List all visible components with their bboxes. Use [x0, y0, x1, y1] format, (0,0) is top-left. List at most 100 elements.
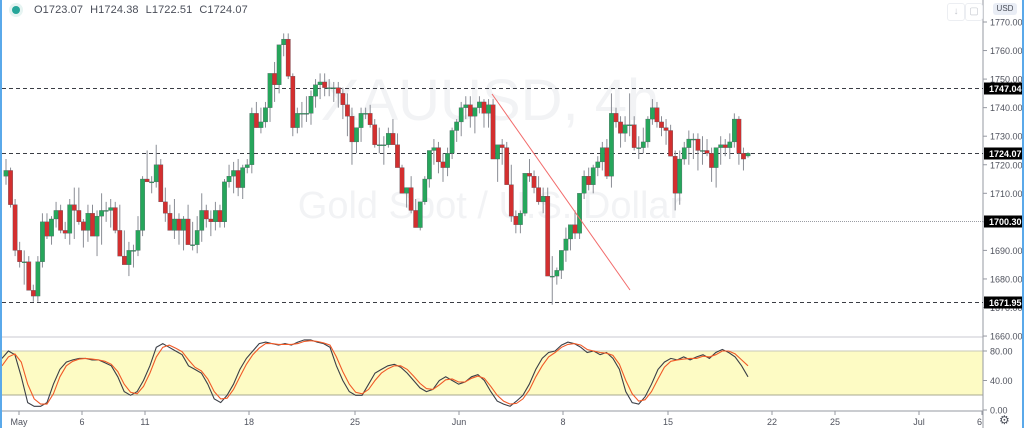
- candle-down: [436, 147, 441, 163]
- candle-up: [622, 124, 628, 134]
- candle-up: [354, 127, 359, 143]
- candle-down: [349, 116, 355, 143]
- candle-down: [668, 130, 673, 157]
- candle-down: [618, 121, 623, 134]
- price-tick-label: 1720.00: [990, 160, 1023, 170]
- fullscreen-icon: ▢: [969, 6, 979, 17]
- candle-down: [340, 93, 346, 105]
- candle-up: [126, 250, 132, 265]
- price-tick-label: 1760.00: [990, 46, 1023, 56]
- candle-down: [654, 107, 660, 123]
- price-tick-label: 1680.00: [990, 274, 1023, 284]
- candle-down: [235, 170, 241, 188]
- window-right-border: [1022, 0, 1024, 428]
- stochastic-lines: [1, 339, 749, 407]
- candle-down: [467, 104, 473, 117]
- candle-down: [272, 73, 277, 85]
- candle-up: [85, 213, 91, 231]
- candle-up: [317, 81, 323, 85]
- stoch-tick-label: 0.00: [990, 406, 1008, 416]
- candle-up: [577, 193, 582, 234]
- stochastic-k-line: [1, 339, 749, 407]
- time-tick-label: Jul: [913, 417, 925, 427]
- candle-up: [103, 210, 109, 212]
- candlestick-series: [3, 33, 751, 305]
- price-level-label: 1724.07: [989, 149, 1022, 159]
- candle-up: [463, 104, 469, 108]
- ohlc-legend: O1723.07 H1724.38 L1722.51 C1724.07: [12, 4, 255, 16]
- candle-down: [44, 221, 50, 237]
- trendline[interactable]: [491, 93, 631, 291]
- candle-down: [545, 196, 551, 277]
- candle-up: [727, 141, 733, 148]
- candle-down: [290, 76, 296, 128]
- candle-down: [408, 187, 414, 211]
- candle-down: [531, 176, 537, 188]
- candle-up: [313, 84, 318, 97]
- candle-down: [71, 204, 77, 211]
- candle-down: [217, 210, 223, 222]
- gear-icon: ⚙: [999, 413, 1010, 427]
- candle-up: [477, 101, 482, 108]
- candle-up: [636, 147, 642, 149]
- candle-up: [381, 144, 387, 146]
- time-tick-label: 18: [244, 417, 254, 427]
- candle-up: [595, 161, 601, 168]
- candle-down: [399, 167, 405, 194]
- candle-up: [199, 210, 205, 231]
- candle-down: [122, 255, 127, 265]
- price-level-label: 1700.30: [989, 217, 1022, 227]
- candle-up: [518, 213, 523, 225]
- time-tick-label: Jun: [452, 417, 467, 427]
- scroll-down-button[interactable]: ↓: [947, 3, 965, 21]
- time-scale[interactable]: May 6 11 18 25 Jun 8 15 22 25 Jul 6: [10, 411, 983, 427]
- price-tick-label: 1710.00: [990, 189, 1023, 199]
- candle-up: [386, 133, 391, 145]
- stochastic-overbought-oversold-band: [2, 351, 983, 395]
- candle-up: [108, 207, 114, 211]
- currency-label[interactable]: USD: [993, 3, 1017, 15]
- time-tick-label: 11: [140, 417, 149, 427]
- price-level-labels: 1747.04 1724.07 1700.30 1671.95: [984, 82, 1022, 309]
- candle-up: [35, 261, 41, 297]
- symbol-watermark: XAUUSD, 4h Gold Spot / U.S. Dollar: [298, 68, 683, 227]
- arrow-down-icon: ↓: [953, 6, 959, 17]
- candle-up: [153, 164, 159, 183]
- candle-up: [294, 113, 300, 128]
- chart-settings-button[interactable]: ⚙: [999, 413, 1010, 427]
- candle-up: [149, 181, 155, 184]
- candle-down: [672, 156, 678, 194]
- candle-up: [267, 73, 273, 108]
- candle-down: [413, 210, 419, 228]
- candle-up: [445, 153, 450, 168]
- fullscreen-button[interactable]: ▢: [965, 3, 983, 21]
- candle-down: [203, 210, 209, 220]
- candle-up: [131, 250, 136, 252]
- candle-up: [522, 173, 528, 214]
- candle-up: [426, 150, 432, 180]
- candle-down: [144, 178, 150, 183]
- candle-up: [590, 167, 596, 185]
- price-tick-label: 1740.00: [990, 103, 1023, 113]
- candle-up: [495, 144, 500, 160]
- candle-up: [135, 230, 141, 251]
- candle-up: [718, 144, 724, 148]
- stochastic-d-line: [1, 340, 749, 405]
- candle-down: [736, 118, 742, 154]
- candle-down: [322, 81, 328, 88]
- time-tick-label: 6: [977, 417, 982, 427]
- candle-up: [454, 121, 460, 131]
- candle-up: [404, 187, 409, 194]
- candle-up: [222, 181, 227, 223]
- status-dot-icon: [12, 6, 20, 14]
- svg-text:XAUUSD, 4h: XAUUSD, 4h: [321, 68, 659, 133]
- candle-up: [258, 121, 264, 128]
- candle-up: [276, 44, 282, 85]
- candle-down: [709, 153, 714, 168]
- candle-down: [372, 124, 378, 145]
- candle-down: [176, 218, 182, 231]
- candle-up: [554, 270, 560, 277]
- price-level-label-bg: [984, 82, 1022, 95]
- candle-up: [691, 138, 696, 141]
